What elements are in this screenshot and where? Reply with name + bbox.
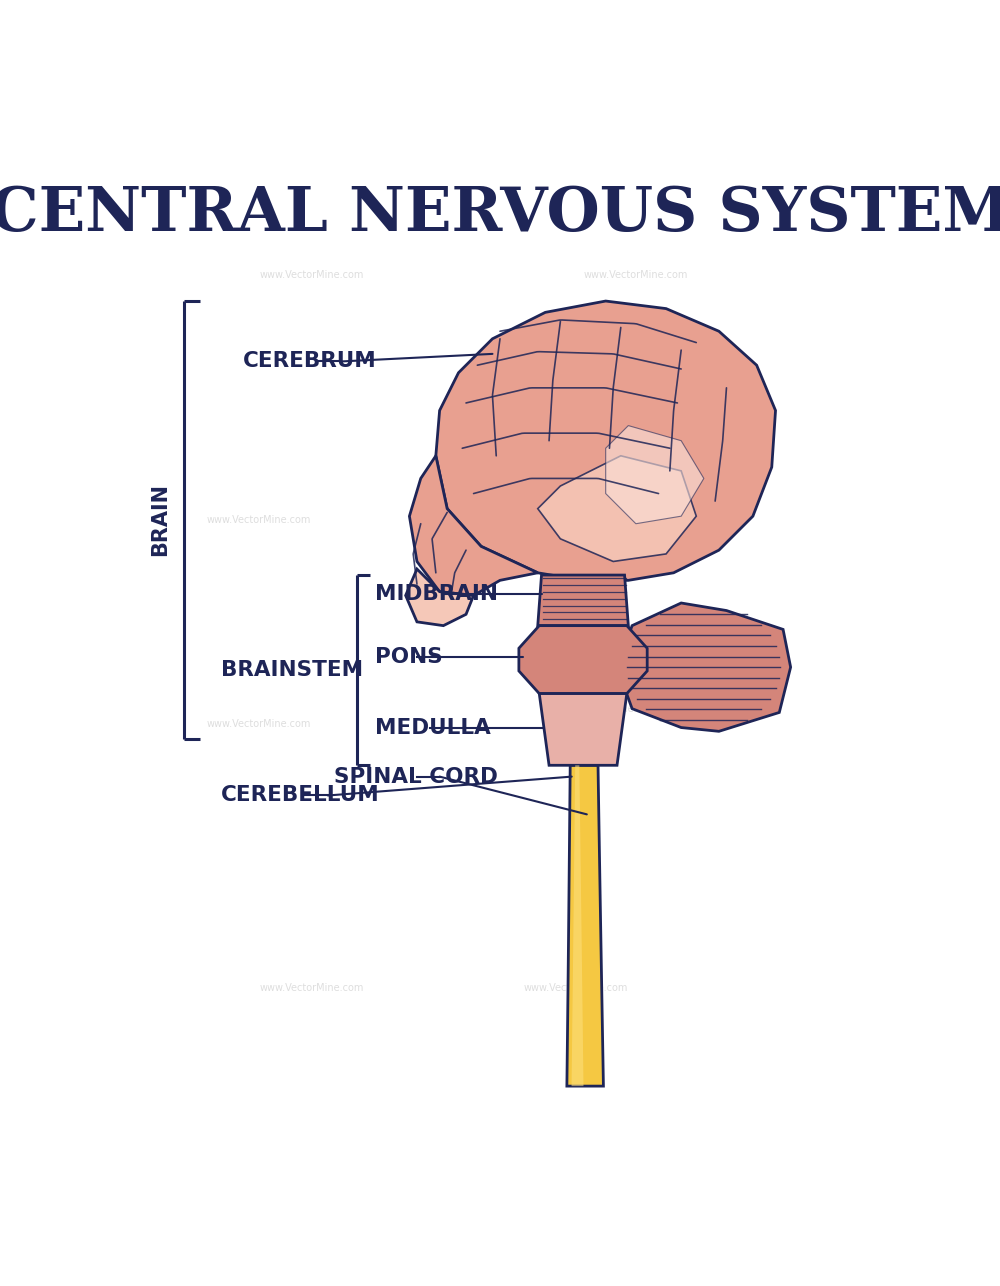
Text: MEDULLA: MEDULLA <box>375 718 491 738</box>
Text: www.VectorMine.com: www.VectorMine.com <box>206 514 311 525</box>
Text: www.VectorMine.com: www.VectorMine.com <box>553 703 658 714</box>
Text: BRAINSTEM: BRAINSTEM <box>221 660 363 680</box>
Polygon shape <box>409 455 538 595</box>
Polygon shape <box>406 568 474 625</box>
Text: CEREBRUM: CEREBRUM <box>243 351 377 372</box>
Text: www.VectorMine.com: www.VectorMine.com <box>584 270 688 279</box>
Polygon shape <box>538 455 696 562</box>
Text: PONS: PONS <box>375 647 443 667</box>
Polygon shape <box>539 693 627 765</box>
Text: CENTRAL NERVOUS SYSTEM: CENTRAL NERVOUS SYSTEM <box>0 184 1000 244</box>
Text: BRAIN: BRAIN <box>150 484 170 557</box>
Text: www.VectorMine.com: www.VectorMine.com <box>206 719 311 729</box>
Text: MIDBRAIN: MIDBRAIN <box>375 584 498 604</box>
Polygon shape <box>538 575 628 625</box>
Polygon shape <box>617 633 647 683</box>
Polygon shape <box>567 765 603 1087</box>
Polygon shape <box>606 426 704 523</box>
Polygon shape <box>519 625 647 693</box>
Text: www.VectorMine.com: www.VectorMine.com <box>259 270 363 279</box>
Polygon shape <box>436 301 776 580</box>
Polygon shape <box>617 603 791 732</box>
Text: www.VectorMine.com: www.VectorMine.com <box>569 514 673 525</box>
Text: CEREBELLUM: CEREBELLUM <box>221 786 379 805</box>
Text: SPINAL CORD: SPINAL CORD <box>334 766 498 787</box>
Text: www.VectorMine.com: www.VectorMine.com <box>523 983 628 993</box>
Text: www.VectorMine.com: www.VectorMine.com <box>259 983 363 993</box>
Polygon shape <box>572 765 583 1087</box>
